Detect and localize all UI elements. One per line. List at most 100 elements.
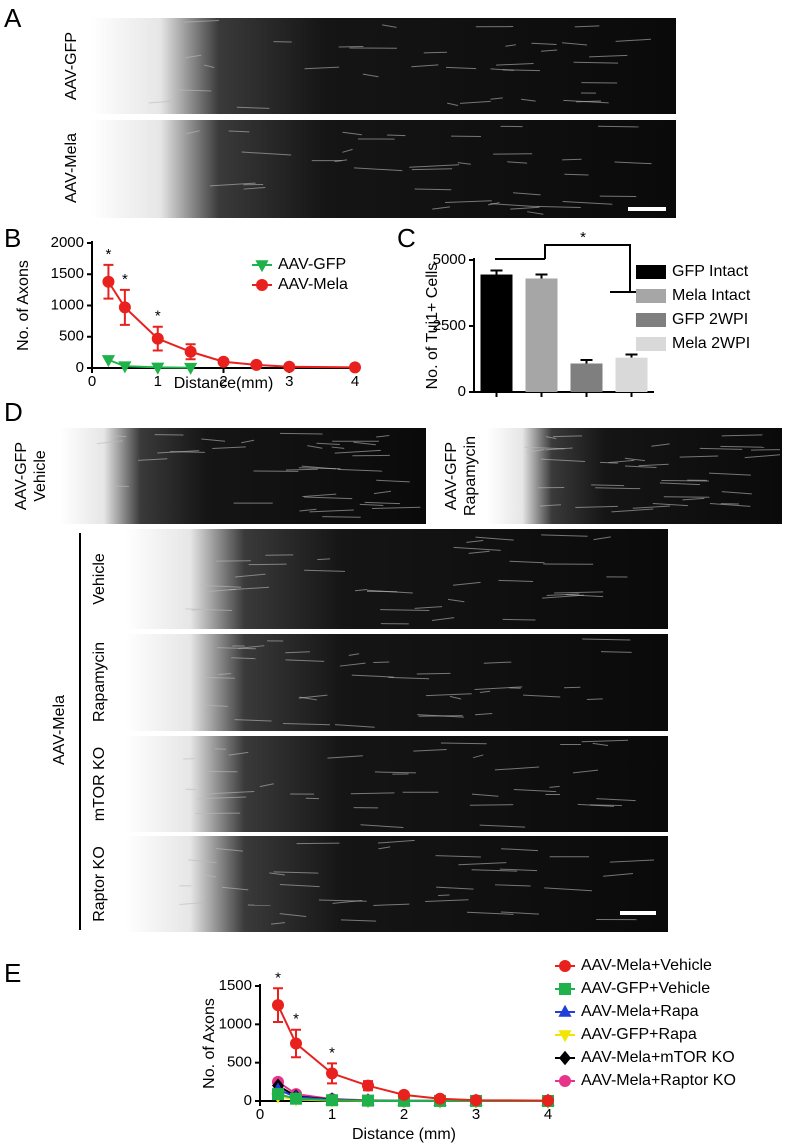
marker <box>272 999 284 1012</box>
axon-streak <box>609 859 655 863</box>
axon-streak <box>553 435 583 438</box>
axon-streak <box>544 887 592 892</box>
axon-streak <box>317 558 331 561</box>
axon-streak <box>457 162 471 165</box>
axon-streak <box>199 584 242 588</box>
axon-streak <box>659 482 701 486</box>
axon-streak <box>337 468 383 472</box>
significance: * <box>106 246 112 263</box>
marker <box>102 275 115 288</box>
axon-streak <box>411 168 453 171</box>
axon-streak <box>170 451 205 453</box>
axon-streak <box>148 100 171 104</box>
y-tick-label: 2000 <box>51 234 84 251</box>
y-axis-label: No. of Tuj1+ Cells <box>424 263 441 390</box>
axon-streak <box>453 546 501 551</box>
axon-streak <box>279 883 320 888</box>
axon-streak <box>353 441 376 446</box>
y-tick-label: 500 <box>227 1054 252 1071</box>
axon-streak <box>611 508 654 513</box>
marker <box>470 1094 482 1107</box>
axon-streak <box>382 24 397 28</box>
axon-streak <box>582 638 631 641</box>
marker <box>434 1092 446 1105</box>
axon-streak <box>221 886 249 891</box>
axon-streak <box>562 42 588 46</box>
axon-streak <box>546 436 557 440</box>
axon-streak <box>521 98 536 102</box>
axon-streak <box>322 516 361 518</box>
axon-streak <box>592 742 609 747</box>
axon-streak <box>483 661 512 664</box>
axon-streak <box>545 447 573 451</box>
legend-label: AAV-GFP <box>278 256 346 273</box>
axon-streak <box>596 798 636 802</box>
axon-streak <box>709 503 751 507</box>
axon-streak <box>216 647 256 650</box>
axon-streak <box>342 131 362 136</box>
legend-swatch <box>636 289 666 303</box>
axon-streak <box>432 206 450 210</box>
axon-streak <box>378 839 415 844</box>
axon-streak <box>682 497 705 501</box>
y-tick-label: 500 <box>59 328 84 345</box>
axon-streak <box>447 598 465 603</box>
axon-streak <box>299 508 317 512</box>
axon-streak <box>494 884 531 887</box>
axon-streak <box>373 490 392 495</box>
axon-streak <box>241 439 255 444</box>
axon-streak <box>534 205 581 208</box>
axon-streak <box>679 455 719 458</box>
axon-streak <box>468 550 490 554</box>
axon-streak <box>466 540 484 543</box>
bar <box>570 363 603 392</box>
axon-streak <box>186 130 200 135</box>
axon-streak <box>413 749 447 752</box>
axon-streak <box>231 657 256 660</box>
axon-streak <box>540 458 586 462</box>
marker <box>184 345 197 358</box>
group-label: AAV-Mela <box>51 695 68 765</box>
axon-streak <box>744 454 781 459</box>
axon-streak <box>185 608 232 612</box>
axon-streak <box>510 206 540 210</box>
axon-streak <box>372 506 421 510</box>
axon-streak <box>201 676 235 679</box>
axon-streak <box>340 919 377 922</box>
marker <box>101 355 116 368</box>
x-tick-label: 0 <box>88 373 96 390</box>
legend-label: AAV-Mela+Rapa <box>581 1003 699 1020</box>
axon-streak <box>720 445 765 448</box>
x-tick-label: 2 <box>219 373 227 390</box>
axon-streak <box>505 44 516 47</box>
legend-label: AAV-Mela+Raptor KO <box>581 1072 736 1089</box>
marker <box>256 279 268 291</box>
bar <box>525 278 558 392</box>
axon-streak <box>469 804 514 806</box>
axon-streak <box>280 432 323 435</box>
axon-streak <box>138 458 168 461</box>
axon-streak <box>327 755 363 759</box>
significance: * <box>122 271 128 288</box>
marker <box>326 1067 338 1080</box>
axon-streak <box>209 182 256 187</box>
marker <box>250 358 263 371</box>
axon-streak <box>96 440 123 445</box>
axon-streak <box>490 203 535 208</box>
legend-swatch <box>636 313 666 327</box>
axon-streak <box>638 463 669 467</box>
axon-streak <box>474 686 523 691</box>
axon-streak <box>651 443 670 447</box>
x-axis-label: Distance (mm) <box>352 1126 456 1143</box>
bar <box>615 357 648 392</box>
image-label: Rapamycin <box>91 642 108 722</box>
axon-streak <box>577 803 615 807</box>
error-bar <box>535 273 548 279</box>
significance: * <box>329 1044 335 1061</box>
axon-streak <box>494 766 540 771</box>
axon-streak <box>603 873 634 877</box>
axon-streak <box>184 20 219 23</box>
panel-letter: D <box>4 397 23 427</box>
axon-streak <box>285 651 310 654</box>
